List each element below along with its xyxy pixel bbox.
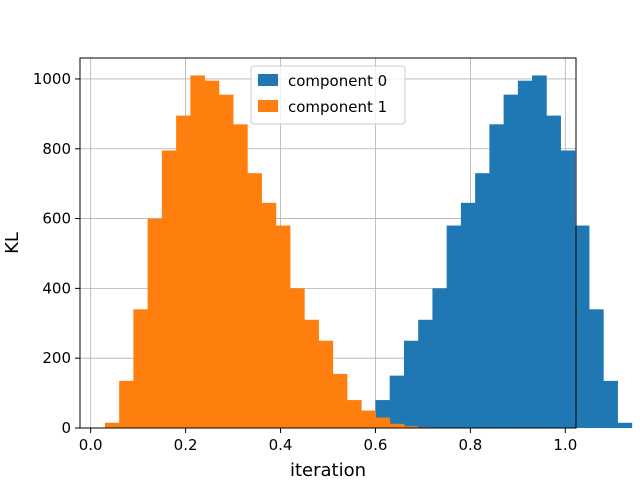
y-tick-label: 400	[42, 279, 71, 297]
histogram-bar-component-1	[318, 340, 334, 428]
histogram-bar-component-0	[546, 115, 561, 429]
x-tick-label: 0.4	[269, 436, 293, 454]
y-tick-label: 600	[42, 210, 71, 228]
x-tick-label: 0.2	[174, 436, 198, 454]
histogram-bar-component-1	[119, 380, 134, 428]
histogram-bar-component-1	[290, 288, 305, 428]
histogram-bar-component-0	[403, 340, 419, 428]
plot-frame	[79, 57, 577, 429]
x-tick-label: 0.8	[458, 436, 482, 454]
legend-swatch-component-1	[258, 100, 278, 112]
x-tick-label: 1.0	[553, 436, 577, 454]
histogram-bar-component-1	[275, 225, 291, 428]
y-tick-label: 0	[61, 419, 71, 437]
histogram-bar-component-1	[389, 423, 405, 428]
histogram-bar-component-0	[517, 80, 533, 428]
histogram-bar-component-0	[574, 225, 590, 428]
histogram-bar-component-0	[418, 319, 433, 428]
histogram-bar-component-0	[446, 225, 462, 428]
histogram-bar-component-0	[432, 288, 448, 428]
x-axis-label: iteration	[290, 460, 366, 480]
histogram-bar-component-1	[233, 124, 248, 429]
histogram-bar-component-0	[532, 75, 547, 429]
histogram-bar-component-0	[460, 202, 476, 428]
histogram-bar-component-1	[218, 94, 234, 428]
histogram-bar-component-1	[190, 75, 205, 429]
histogram-bar-component-1	[403, 426, 419, 428]
y-tick-label: 200	[42, 349, 71, 367]
axis-ticks: 0.0 0.2 0.4 0.6 0.8 1.0 0 200 400 600 800 1000	[33, 70, 577, 454]
histogram-bar-component-1	[133, 309, 149, 428]
histogram-bar-component-0	[475, 173, 490, 428]
histogram-bar-component-1	[176, 115, 191, 429]
histogram-bar-component-1	[361, 410, 376, 428]
legend: component 0 component 1	[250, 65, 406, 125]
histogram-bar-component-0	[503, 94, 519, 428]
histogram-bar-component-1	[304, 319, 319, 428]
histogram-bar-component-0	[389, 375, 405, 428]
histogram-bar-component-1	[161, 150, 177, 428]
y-axis-label: KL	[2, 232, 23, 254]
histogram-bar-component-1	[346, 400, 362, 428]
legend-box	[250, 65, 406, 125]
y-tick-label: 800	[42, 140, 71, 158]
legend-swatch-component-0	[258, 74, 278, 86]
histogram-bar-component-1	[247, 173, 262, 428]
histogram-bar-component-1	[332, 373, 348, 428]
histogram-bar-component-0	[589, 309, 604, 428]
x-tick-label: 0.6	[364, 436, 388, 454]
histogram-bar-component-1	[104, 422, 120, 428]
histogram-bar-component-1	[375, 417, 391, 428]
histogram-bars	[104, 75, 633, 429]
y-tick-label: 1000	[33, 70, 71, 88]
histogram-bar-component-1	[261, 202, 277, 428]
x-tick-label: 0.0	[79, 436, 103, 454]
histogram-bar-component-0	[560, 150, 576, 428]
legend-label-component-0: component 0	[288, 72, 387, 90]
histogram-bar-component-1	[147, 218, 163, 428]
histogram-bar-component-0	[489, 124, 505, 429]
histogram-bar-component-0	[603, 380, 618, 428]
histogram-bar-component-1	[204, 80, 220, 428]
legend-label-component-1: component 1	[288, 98, 387, 116]
histogram-bar-component-0	[617, 422, 633, 428]
